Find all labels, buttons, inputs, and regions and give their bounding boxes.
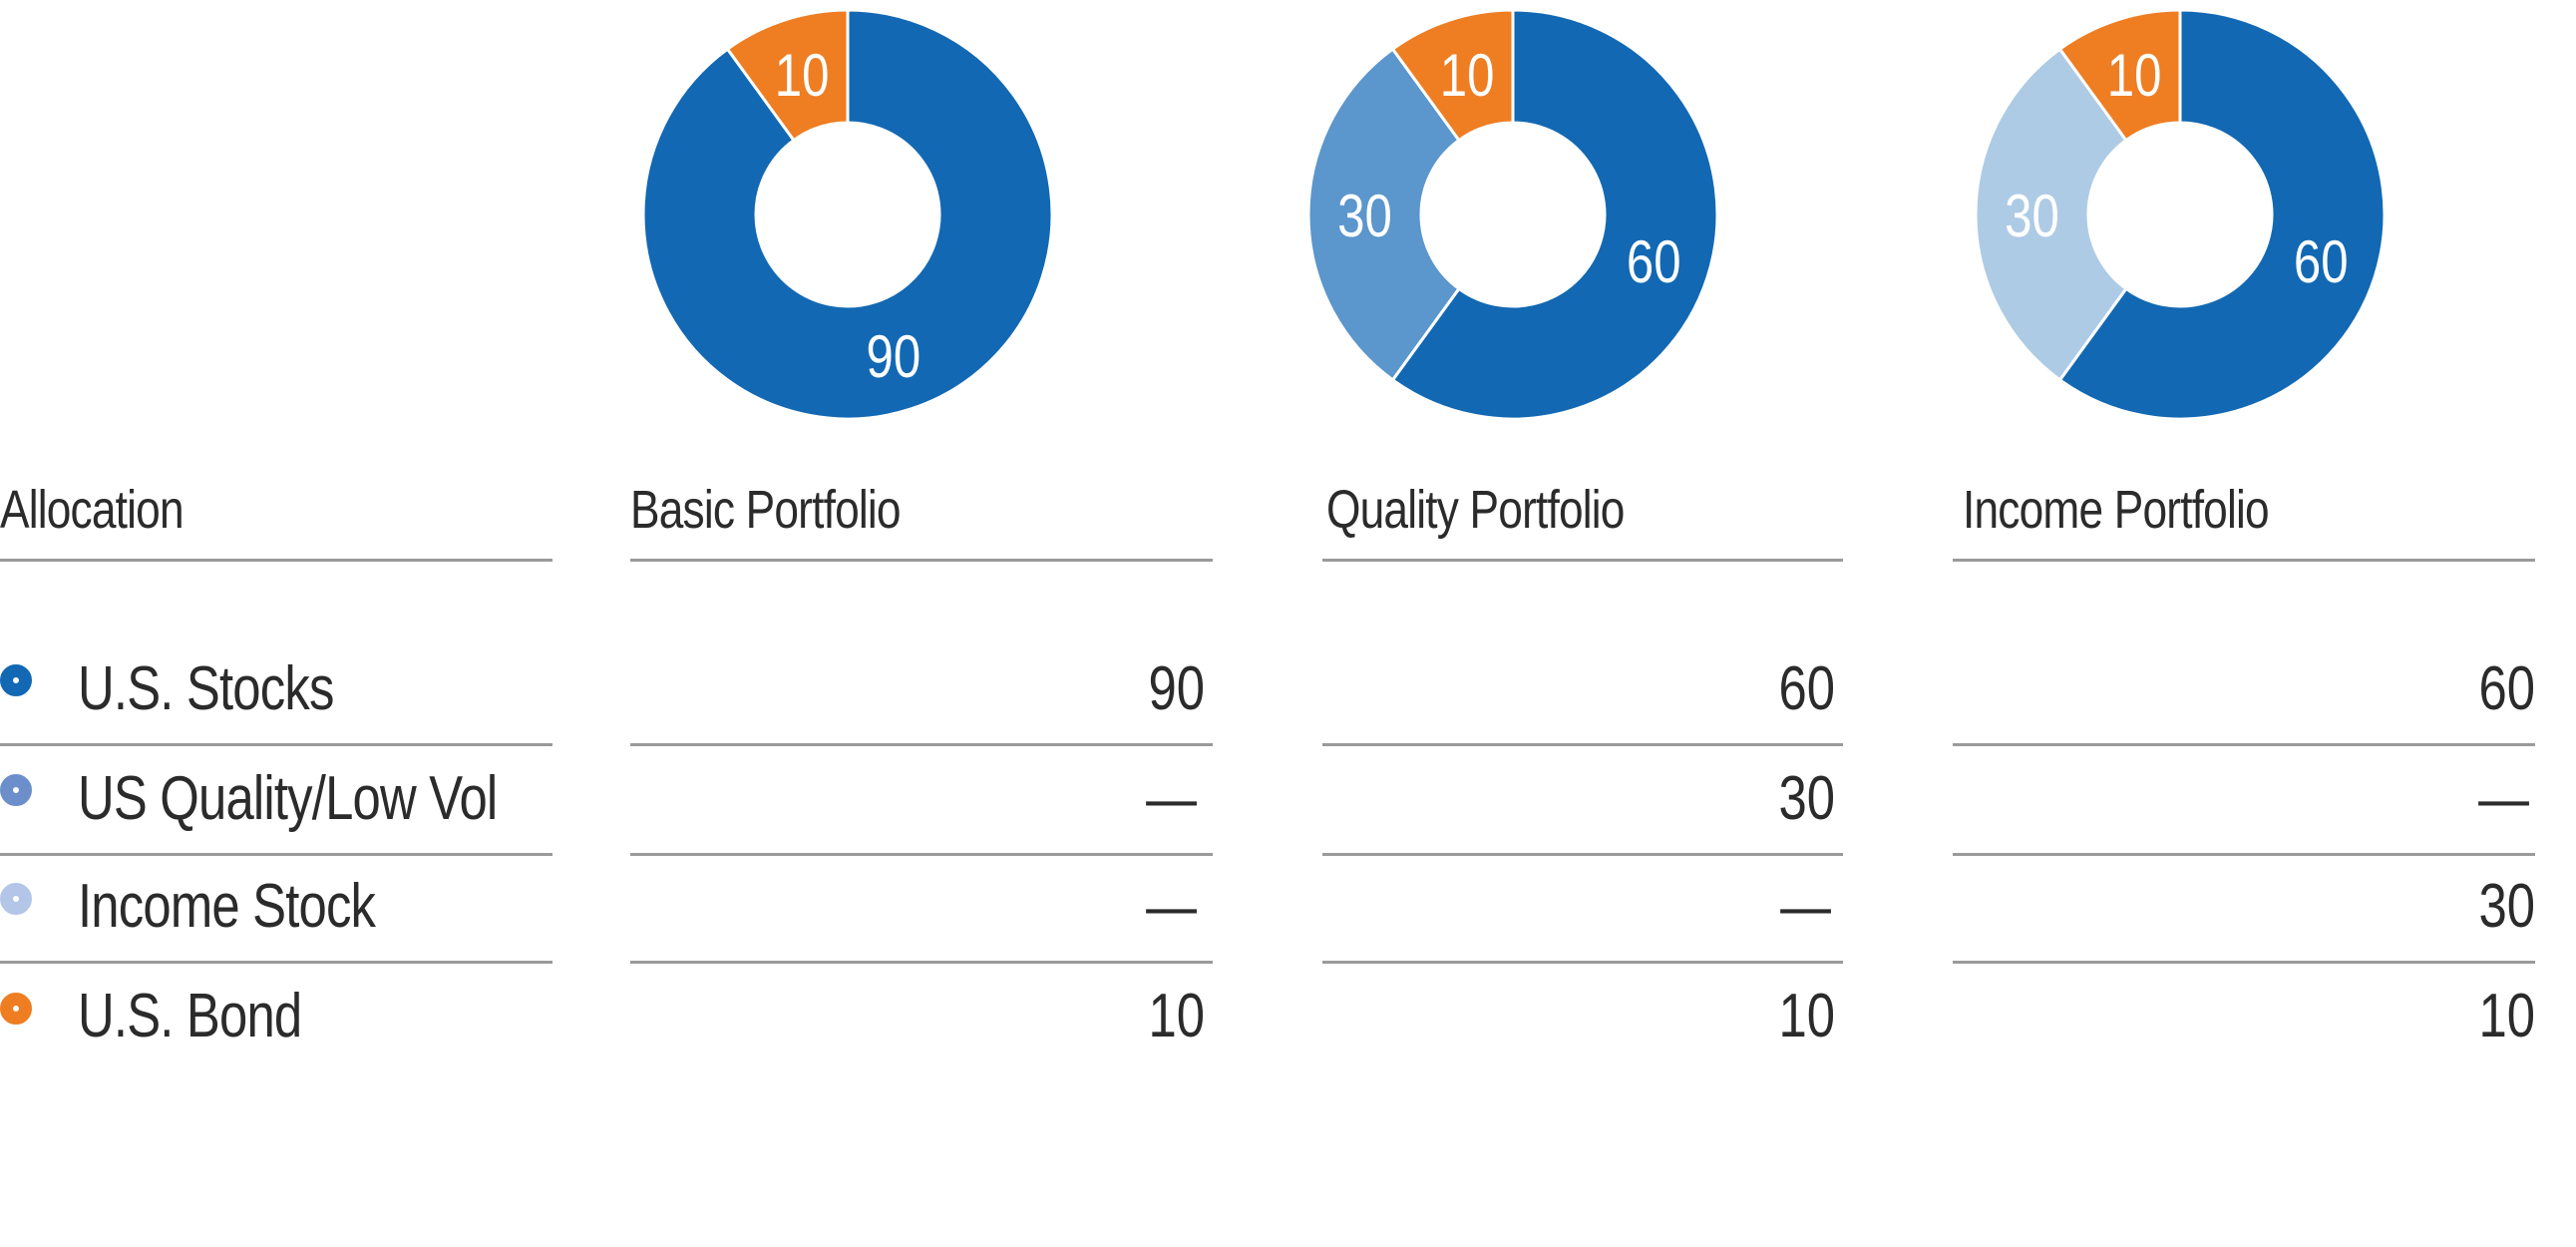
cell-quality-us-bond: 10 — [1778, 982, 1835, 1050]
row-rule — [1953, 743, 2535, 746]
cell-basic-us-bond: 10 — [1148, 982, 1205, 1050]
row-rule — [630, 853, 1213, 856]
donut-quality-portfolio: 60 30 10 — [1306, 8, 1719, 421]
slice-label: 60 — [2294, 227, 2349, 295]
header-rule-quality — [1322, 559, 1843, 562]
row-rule — [1322, 961, 1843, 964]
slice-income-stock — [1974, 47, 2129, 382]
cell-income-us-bond: 10 — [2478, 982, 2535, 1050]
income-portfolio-header: Income Portfolio — [1963, 480, 2270, 540]
row-rule — [0, 961, 552, 964]
slice-label: 10 — [2107, 41, 2162, 109]
cell-quality-us-quality: 30 — [1778, 764, 1835, 833]
row-rule — [1322, 853, 1843, 856]
row-label-income-stock: Income Stock — [78, 872, 376, 941]
donut-income-portfolio: 60 30 10 — [1974, 8, 2387, 421]
slice-label: 10 — [775, 41, 830, 109]
us-quality-legend-icon — [0, 774, 32, 806]
allocation-header: Allocation — [0, 480, 184, 540]
slice-u-s-bond — [2057, 8, 2182, 143]
row-rule — [0, 853, 552, 856]
income-stock-legend-icon — [0, 883, 32, 915]
row-label-us-bond: U.S. Bond — [78, 982, 302, 1050]
slice-u-s-stocks — [641, 8, 1054, 421]
header-rule-basic — [630, 559, 1213, 562]
slice-u-s-bond — [725, 8, 850, 143]
slice-label: 30 — [1337, 182, 1392, 249]
header-rule-income — [1953, 559, 2535, 562]
slice-label: 30 — [2005, 182, 2059, 249]
cell-basic-us-quality: — — [1146, 764, 1197, 833]
slice-u-s-stocks — [1390, 8, 1719, 421]
row-rule — [630, 743, 1213, 746]
row-rule — [1953, 853, 2535, 856]
us-bond-legend-icon — [0, 993, 32, 1025]
slice-label: 60 — [1627, 227, 1681, 295]
basic-portfolio-header: Basic Portfolio — [630, 480, 902, 540]
donut-basic-portfolio: 90 10 — [641, 8, 1054, 421]
row-rule — [0, 743, 552, 746]
slice-u-s-bond — [1390, 8, 1515, 143]
cell-income-us-quality: — — [2478, 764, 2529, 833]
slice-u-s-stocks — [2057, 8, 2387, 421]
row-rule — [1322, 743, 1843, 746]
cell-income-us-stocks: 60 — [2478, 654, 2535, 723]
cell-basic-income-stock: — — [1146, 872, 1197, 941]
quality-portfolio-header: Quality Portfolio — [1326, 480, 1625, 540]
us-stocks-legend-icon — [0, 664, 32, 696]
cell-quality-us-stocks: 60 — [1778, 654, 1835, 723]
row-label-us-quality-low-vol: US Quality/Low Vol — [78, 764, 498, 833]
slice-label: 90 — [867, 323, 921, 391]
cell-income-income-stock: 30 — [2478, 872, 2535, 941]
slice-label: 10 — [1440, 41, 1495, 109]
cell-quality-income-stock: — — [1780, 872, 1831, 941]
row-label-us-stocks: U.S. Stocks — [78, 654, 334, 723]
donut-charts: 90 10 60 30 10 60 30 10 — [641, 8, 2387, 421]
header-rule-allocation — [0, 559, 552, 562]
row-rule — [630, 961, 1213, 964]
row-rule — [1953, 961, 2535, 964]
cell-basic-us-stocks: 90 — [1148, 654, 1205, 723]
slice-us-quality-low-vol — [1306, 47, 1462, 382]
